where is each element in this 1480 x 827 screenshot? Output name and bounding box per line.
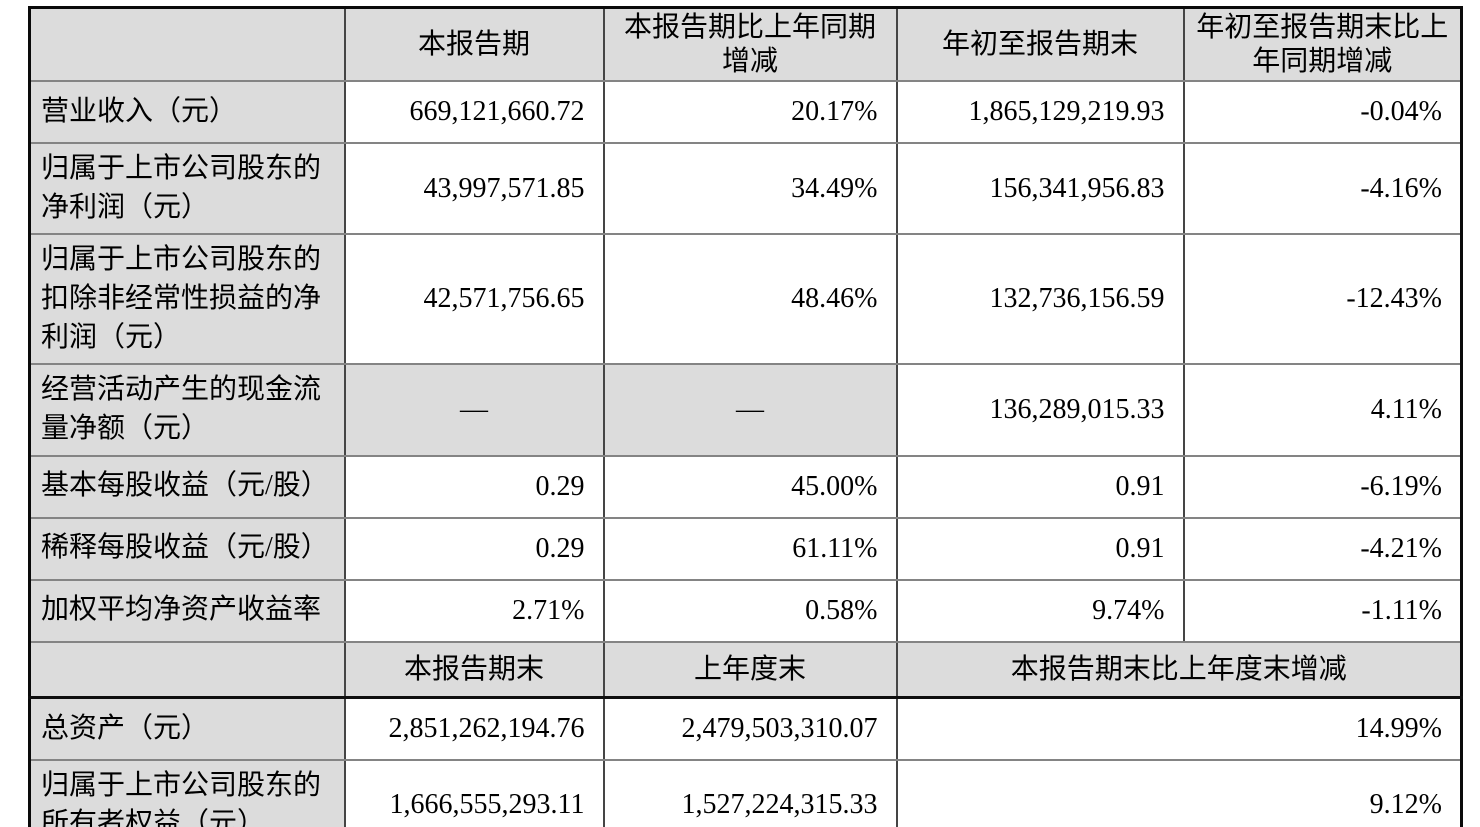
- cell-value: 669,121,660.72: [343, 80, 605, 145]
- row-label: 加权平均净资产收益率: [28, 578, 346, 643]
- cell-not-applicable: —: [343, 363, 605, 457]
- cell-value: 14.99%: [895, 696, 1463, 761]
- row-label: 营业收入（元）: [28, 80, 346, 145]
- key-financials-table: 本报告期 本报告期比上年同期 增减 年初至报告期末 年初至报告期末比上 年同期增…: [28, 6, 1463, 827]
- cell-value: -4.21%: [1182, 516, 1463, 581]
- table-row-diluted-eps: 稀释每股收益（元/股） 0.29 61.11% 0.91 -4.21%: [28, 516, 1463, 581]
- cell-value: 0.91: [895, 454, 1185, 519]
- table-row-total-assets: 总资产（元） 2,851,262,194.76 2,479,503,310.07…: [28, 696, 1463, 761]
- header-corner-top: [28, 6, 346, 83]
- table-row-basic-eps: 基本每股收益（元/股） 0.29 45.00% 0.91 -6.19%: [28, 454, 1463, 519]
- table-row-net-profit-excl-nonrecurring: 归属于上市公司股东的 扣除非经常性损益的净 利润（元） 42,571,756.6…: [28, 233, 1463, 366]
- row-label: 基本每股收益（元/股）: [28, 454, 346, 519]
- cell-value: -6.19%: [1182, 454, 1463, 519]
- cell-value: 0.29: [343, 516, 605, 581]
- cell-value: 1,666,555,293.11: [343, 758, 605, 827]
- cell-value: 45.00%: [602, 454, 898, 519]
- cell-value: 48.46%: [602, 233, 898, 366]
- header-current-period-yoy-change: 本报告期比上年同期 增减: [602, 6, 898, 83]
- cell-value: 2,479,503,310.07: [602, 696, 898, 761]
- cell-not-applicable: —: [602, 363, 898, 457]
- header-row-period: 本报告期 本报告期比上年同期 增减 年初至报告期末 年初至报告期末比上 年同期增…: [28, 6, 1463, 83]
- header-ytd-yoy-change: 年初至报告期末比上 年同期增减: [1182, 6, 1463, 83]
- cell-value: -1.11%: [1182, 578, 1463, 643]
- cell-value: 132,736,156.59: [895, 233, 1185, 366]
- table-row-shareholders-equity: 归属于上市公司股东的 所有者权益（元） 1,666,555,293.11 1,5…: [28, 758, 1463, 827]
- cell-value: 1,527,224,315.33: [602, 758, 898, 827]
- cell-value: 4.11%: [1182, 363, 1463, 457]
- header-prior-year-end: 上年度末: [602, 640, 898, 700]
- row-label: 归属于上市公司股东的 扣除非经常性损益的净 利润（元）: [28, 233, 346, 366]
- table-row-revenue: 营业收入（元） 669,121,660.72 20.17% 1,865,129,…: [28, 80, 1463, 145]
- row-label: 稀释每股收益（元/股）: [28, 516, 346, 581]
- cell-value: 0.29: [343, 454, 605, 519]
- header-corner-bottom: [28, 640, 346, 700]
- header-period-end-vs-prior-year-end: 本报告期末比上年度末增减: [895, 640, 1463, 700]
- cell-value: 42,571,756.65: [343, 233, 605, 366]
- cell-value: 20.17%: [602, 80, 898, 145]
- cell-value: 136,289,015.33: [895, 363, 1185, 457]
- table-row-net-profit: 归属于上市公司股东的 净利润（元） 43,997,571.85 34.49% 1…: [28, 142, 1463, 236]
- cell-value: 2,851,262,194.76: [343, 696, 605, 761]
- cell-value: 61.11%: [602, 516, 898, 581]
- row-label: 归属于上市公司股东的 净利润（元）: [28, 142, 346, 236]
- header-current-period: 本报告期: [343, 6, 605, 83]
- cell-value: 43,997,571.85: [343, 142, 605, 236]
- cell-value: 9.12%: [895, 758, 1463, 827]
- cell-value: -0.04%: [1182, 80, 1463, 145]
- header-row-period-end: 本报告期末 上年度末 本报告期末比上年度末增减: [28, 640, 1463, 700]
- cell-value: 1,865,129,219.93: [895, 80, 1185, 145]
- cell-value: -12.43%: [1182, 233, 1463, 366]
- row-label: 总资产（元）: [28, 696, 346, 761]
- cell-value: 34.49%: [602, 142, 898, 236]
- table-row-operating-cash-flow: 经营活动产生的现金流 量净额（元） — — 136,289,015.33 4.1…: [28, 363, 1463, 457]
- table-row-weighted-avg-roe: 加权平均净资产收益率 2.71% 0.58% 9.74% -1.11%: [28, 578, 1463, 643]
- header-current-period-end: 本报告期末: [343, 640, 605, 700]
- header-ytd: 年初至报告期末: [895, 6, 1185, 83]
- row-label: 归属于上市公司股东的 所有者权益（元）: [28, 758, 346, 827]
- cell-value: 156,341,956.83: [895, 142, 1185, 236]
- cell-value: 0.91: [895, 516, 1185, 581]
- cell-value: -4.16%: [1182, 142, 1463, 236]
- row-label: 经营活动产生的现金流 量净额（元）: [28, 363, 346, 457]
- cell-value: 0.58%: [602, 578, 898, 643]
- cell-value: 2.71%: [343, 578, 605, 643]
- cell-value: 9.74%: [895, 578, 1185, 643]
